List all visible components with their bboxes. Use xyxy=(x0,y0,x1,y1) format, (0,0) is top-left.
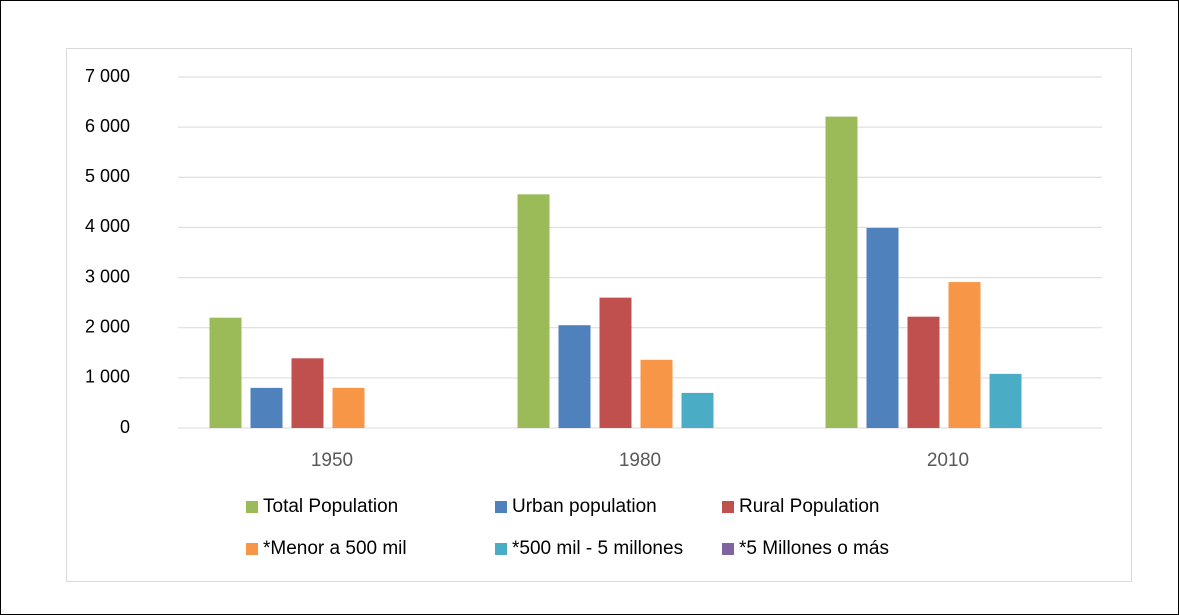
legend-label: *5 Millones o más xyxy=(739,538,889,559)
legend-swatch xyxy=(495,543,507,555)
bar xyxy=(291,358,324,428)
y-tick-label: 5 000 xyxy=(85,166,130,186)
bar xyxy=(681,392,714,428)
bar xyxy=(558,325,591,428)
legend-label: *500 mil - 5 millones xyxy=(512,538,683,559)
legend-label: *Menor a 500 mil xyxy=(263,538,407,559)
legend-swatch xyxy=(722,543,734,555)
y-tick-label: 2 000 xyxy=(85,316,130,336)
x-tick-label: 1980 xyxy=(619,450,661,471)
legend-swatch xyxy=(246,543,258,555)
bar xyxy=(332,387,365,428)
bar xyxy=(209,317,242,428)
legend-swatch xyxy=(246,501,258,513)
x-tick-label: 2010 xyxy=(927,450,969,471)
legend-label: Urban population xyxy=(512,496,657,517)
bar xyxy=(907,316,940,428)
legend-swatch xyxy=(495,501,507,513)
x-tick-label: 1950 xyxy=(311,450,353,471)
y-tick-label: 4 000 xyxy=(85,216,130,236)
legend-label: Total Population xyxy=(263,496,398,517)
bar xyxy=(948,282,981,428)
bar xyxy=(599,297,632,428)
bar xyxy=(517,194,550,428)
bar xyxy=(250,387,283,428)
legend-label: Rural Population xyxy=(739,496,879,517)
y-tick-label: 3 000 xyxy=(85,266,130,286)
y-tick-label: 1 000 xyxy=(85,367,130,387)
y-tick-label: 7 000 xyxy=(85,66,130,86)
bar xyxy=(640,359,673,428)
legend-swatch xyxy=(722,501,734,513)
y-tick-label: 0 xyxy=(120,417,130,437)
bar xyxy=(989,373,1022,428)
y-tick-label: 6 000 xyxy=(85,116,130,136)
bar xyxy=(825,116,858,428)
bar xyxy=(866,227,899,428)
